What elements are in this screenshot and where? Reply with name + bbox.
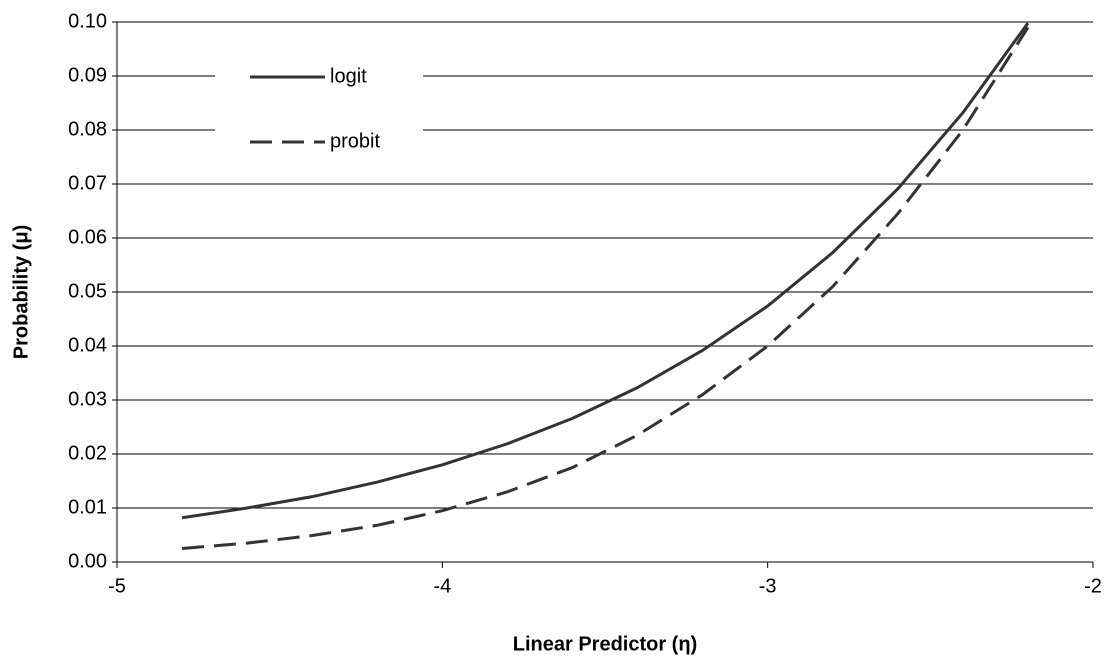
y-tick-label: 0.04 [68, 334, 107, 356]
x-tick-label: -2 [1084, 575, 1102, 597]
y-axis-title: Probability (μ) [10, 225, 32, 359]
y-tick-label: 0.00 [68, 550, 107, 572]
series-line [181, 22, 1030, 520]
x-tick-label: -3 [759, 575, 777, 597]
x-axis-title: Linear Predictor (η) [513, 633, 697, 655]
y-tick-label: 0.08 [68, 118, 107, 140]
y-tick-label: 0.02 [68, 442, 107, 464]
x-tick-label: -5 [108, 575, 126, 597]
y-tick-label: 0.07 [68, 172, 107, 194]
y-tick-label: 0.01 [68, 496, 107, 518]
series-line [181, 26, 1030, 550]
x-tick-label: -4 [433, 575, 451, 597]
y-tick-label: 0.03 [68, 388, 107, 410]
y-tick-label: 0.09 [68, 64, 107, 86]
y-tick-label: 0.10 [68, 10, 107, 32]
legend-label: logit [330, 65, 367, 87]
legend-label: probit [330, 130, 380, 152]
y-tick-label: 0.05 [68, 280, 107, 302]
y-tick-label: 0.06 [68, 226, 107, 248]
legend-box [215, 55, 423, 170]
